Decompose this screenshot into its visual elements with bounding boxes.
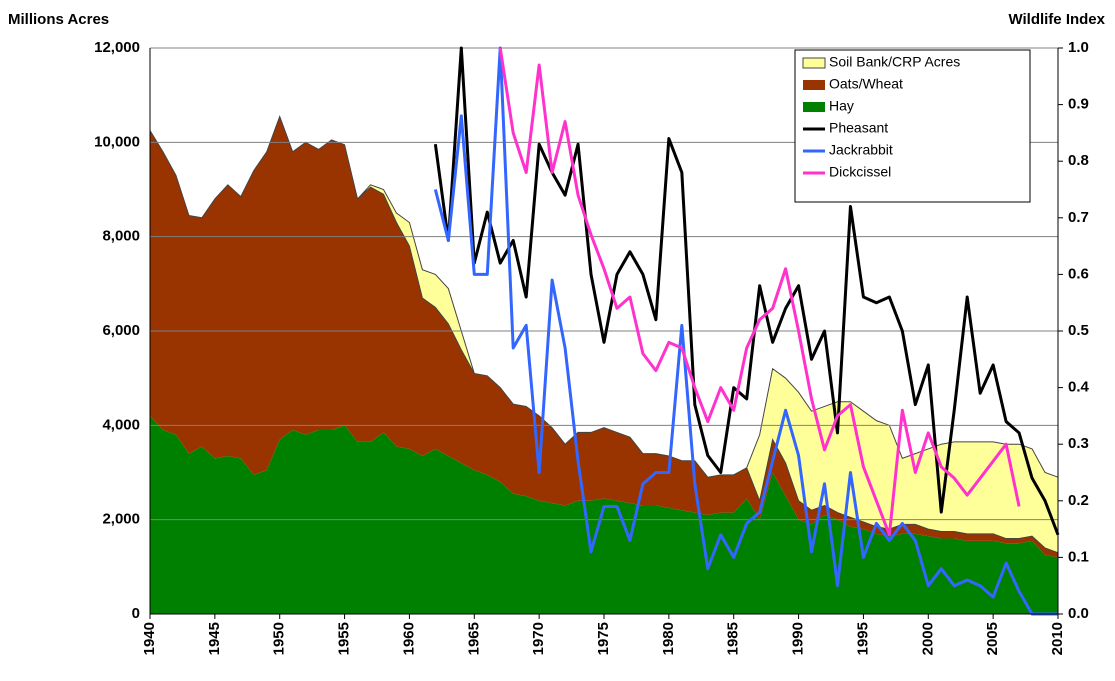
legend-label: Soil Bank/CRP Acres [829, 54, 960, 70]
y2-tick-label: 0.2 [1068, 492, 1089, 509]
legend-label: Dickcissel [829, 164, 891, 180]
y-tick-label: 10,000 [94, 133, 140, 150]
y2-tick-label: 0.8 [1068, 152, 1089, 169]
y2-tick-label: 0.5 [1068, 322, 1089, 339]
area [150, 116, 1058, 558]
y2-tick-label: 1.0 [1068, 39, 1089, 56]
y2-axis-label: Wildlife Index [1008, 11, 1105, 28]
y2-tick-label: 0.6 [1068, 265, 1089, 282]
lines [433, 46, 1060, 616]
y-tick-label: 6,000 [102, 322, 140, 339]
legend: Soil Bank/CRP Acres Oats/Wheat Hay Pheasant… [794, 49, 1031, 203]
x-tick-label: 2005 [984, 622, 1001, 655]
x-tick-label: 1960 [400, 622, 417, 655]
line [433, 46, 1060, 536]
legend-label: Jackrabbit [829, 142, 893, 158]
x-tick-label: 2000 [919, 622, 936, 655]
line [498, 47, 1021, 537]
x-tick-label: 1950 [271, 622, 288, 655]
legend-label: Pheasant [829, 120, 888, 136]
x-tick-label: 1970 [530, 622, 547, 655]
y-tick-label: 8,000 [102, 228, 140, 245]
x-tick-label: 1975 [595, 622, 612, 655]
x-tick-label: 1955 [336, 622, 353, 655]
y-tick-label: 2,000 [102, 511, 140, 528]
legend-label: Hay [829, 98, 854, 114]
legend-swatch [803, 80, 825, 90]
legend-swatch [802, 57, 826, 69]
y2-tick-label: 0.7 [1068, 209, 1089, 226]
y2-tick-label: 0.1 [1068, 548, 1089, 565]
x-tick-label: 1985 [725, 622, 742, 655]
legend-box [794, 49, 1031, 203]
line [433, 46, 1058, 616]
x-tick-label: 1945 [206, 622, 223, 655]
legend-swatch [803, 102, 825, 112]
y2-tick-label: 0.4 [1068, 379, 1090, 396]
x-tick-label: 2010 [1049, 622, 1066, 655]
legend-label: Oats/Wheat [829, 76, 903, 92]
y-axis-label: Millions Acres [8, 11, 109, 28]
y-tick-label: 12,000 [94, 39, 140, 56]
area [150, 415, 1058, 614]
y-tick-label: 4,000 [102, 416, 140, 433]
y-tick-label: 0 [132, 605, 140, 622]
y2-tick-label: 0.0 [1068, 605, 1089, 622]
x-tick-label: 1980 [660, 622, 677, 655]
x-tick-label: 1995 [854, 622, 871, 655]
y2-tick-label: 0.9 [1068, 96, 1089, 113]
x-tick-label: 1990 [790, 622, 807, 655]
x-tick-label: 1940 [141, 622, 158, 655]
y2-tick-label: 0.3 [1068, 435, 1089, 452]
x-tick-label: 1965 [465, 622, 482, 655]
